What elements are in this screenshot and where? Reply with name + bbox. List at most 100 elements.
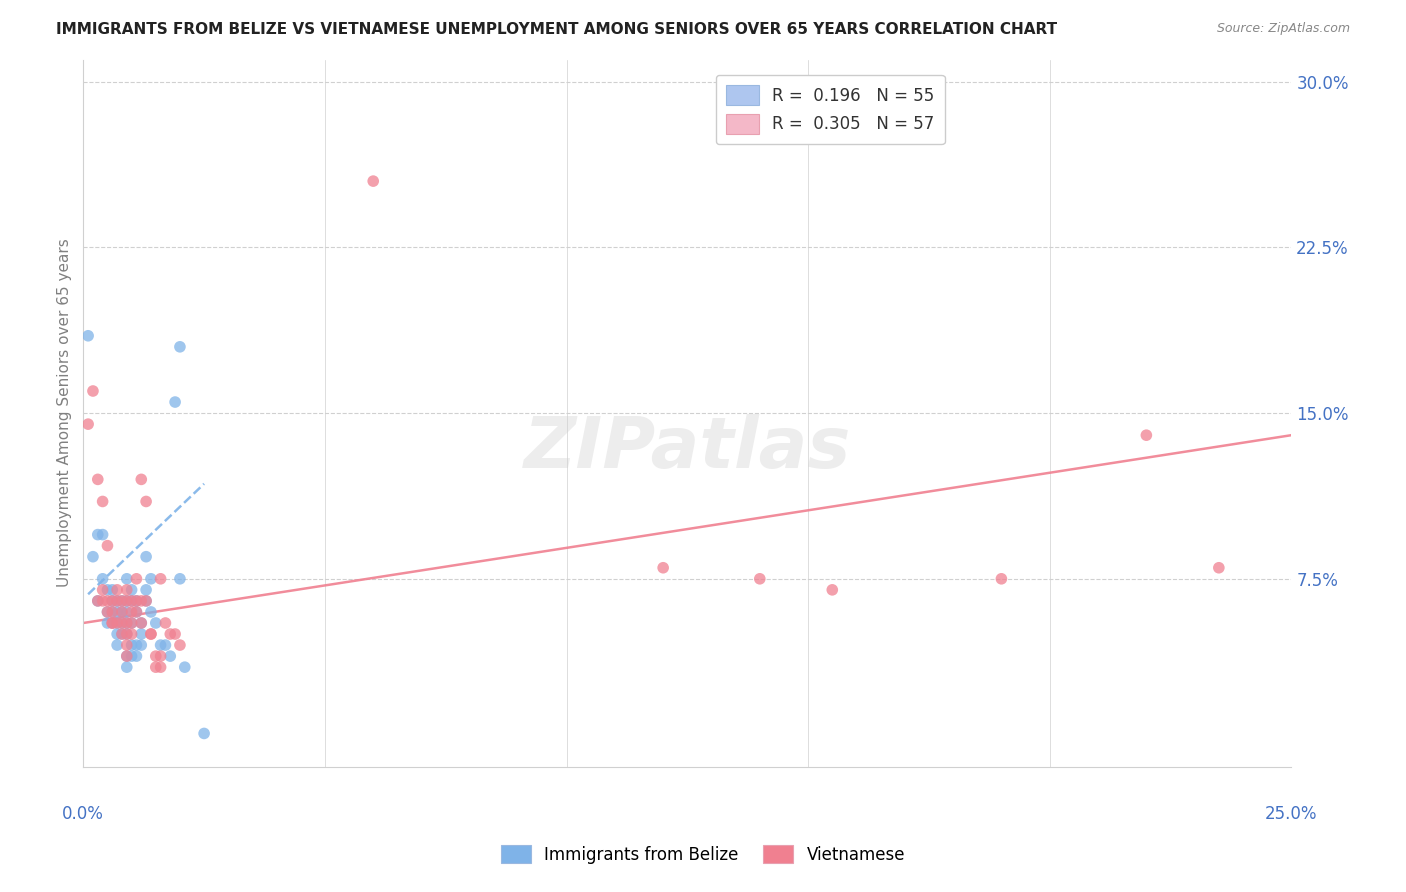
Point [135, 594, 157, 608]
Point [91, 527, 114, 541]
Point [101, 605, 124, 619]
Point [652, 560, 675, 574]
Point [96, 539, 118, 553]
Point [111, 627, 134, 641]
Point [135, 594, 157, 608]
Point [169, 340, 191, 354]
Point [145, 615, 167, 630]
Point [125, 605, 148, 619]
Point [115, 649, 138, 664]
Point [990, 572, 1012, 586]
Point [101, 594, 124, 608]
Point [111, 605, 134, 619]
Point [139, 627, 162, 641]
Point [155, 615, 177, 630]
Point [1135, 428, 1157, 442]
Point [111, 594, 134, 608]
Point [821, 582, 844, 597]
Point [96, 615, 118, 630]
Point [149, 572, 172, 586]
Point [105, 605, 128, 619]
Point [105, 594, 128, 608]
Point [125, 649, 148, 664]
Point [111, 605, 134, 619]
Point [361, 174, 384, 188]
Point [115, 627, 138, 641]
Point [105, 627, 128, 641]
Y-axis label: Unemployment Among Seniors over 65 years: Unemployment Among Seniors over 65 years [58, 239, 72, 588]
Point [129, 615, 152, 630]
Text: Source: ZipAtlas.com: Source: ZipAtlas.com [1216, 22, 1350, 36]
Point [121, 594, 143, 608]
Point [169, 638, 191, 652]
Point [165, 395, 187, 409]
Point [91, 572, 114, 586]
Point [105, 615, 128, 630]
Point [145, 660, 167, 674]
Point [121, 649, 143, 664]
Point [121, 615, 143, 630]
Point [77, 417, 100, 431]
Point [121, 627, 143, 641]
Point [129, 615, 152, 630]
Point [135, 582, 157, 597]
Point [115, 594, 138, 608]
Point [155, 638, 177, 652]
Point [115, 605, 138, 619]
Point [105, 582, 128, 597]
Point [115, 649, 138, 664]
Point [149, 649, 172, 664]
Point [145, 649, 167, 664]
Point [101, 594, 124, 608]
Legend: Immigrants from Belize, Vietnamese: Immigrants from Belize, Vietnamese [494, 838, 912, 871]
Point [173, 660, 195, 674]
Point [115, 594, 138, 608]
Point [111, 615, 134, 630]
Point [96, 582, 118, 597]
Point [87, 594, 110, 608]
Point [105, 594, 128, 608]
Point [748, 572, 770, 586]
Point [125, 594, 148, 608]
Point [96, 605, 118, 619]
Point [115, 615, 138, 630]
Point [101, 605, 124, 619]
Point [82, 549, 104, 564]
Point [87, 472, 110, 486]
Point [121, 605, 143, 619]
Point [105, 615, 128, 630]
Point [159, 649, 181, 664]
Point [149, 660, 172, 674]
Point [165, 627, 187, 641]
Point [111, 627, 134, 641]
Point [87, 594, 110, 608]
Point [91, 494, 114, 508]
Point [135, 494, 157, 508]
Point [149, 638, 172, 652]
Point [121, 638, 143, 652]
Point [121, 582, 143, 597]
Point [96, 594, 118, 608]
Point [91, 582, 114, 597]
Text: IMMIGRANTS FROM BELIZE VS VIETNAMESE UNEMPLOYMENT AMONG SENIORS OVER 65 YEARS CO: IMMIGRANTS FROM BELIZE VS VIETNAMESE UNE… [56, 22, 1057, 37]
Point [101, 615, 124, 630]
Text: 0.0%: 0.0% [62, 805, 104, 823]
Point [121, 594, 143, 608]
Point [115, 615, 138, 630]
Point [129, 638, 152, 652]
Point [111, 594, 134, 608]
Point [101, 582, 124, 597]
Point [121, 615, 143, 630]
Point [125, 605, 148, 619]
Point [96, 605, 118, 619]
Legend: R =  0.196   N = 55, R =  0.305   N = 57: R = 0.196 N = 55, R = 0.305 N = 57 [716, 75, 945, 144]
Point [129, 594, 152, 608]
Point [135, 549, 157, 564]
Point [125, 594, 148, 608]
Point [111, 615, 134, 630]
Point [77, 328, 100, 343]
Point [159, 627, 181, 641]
Point [115, 582, 138, 597]
Point [169, 572, 191, 586]
Point [129, 472, 152, 486]
